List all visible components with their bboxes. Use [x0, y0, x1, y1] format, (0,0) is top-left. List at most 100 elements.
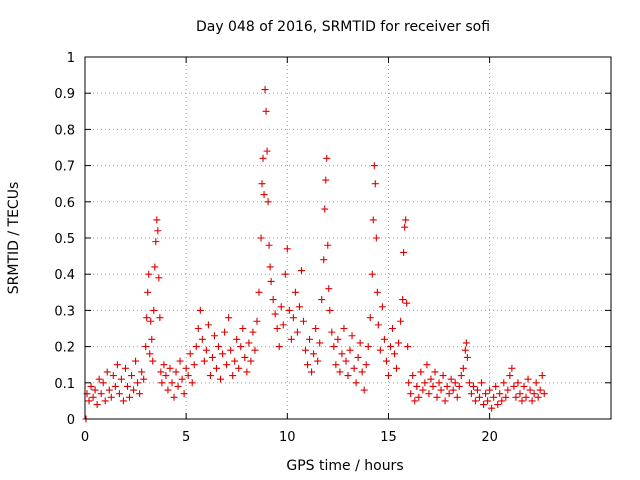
data-point [417, 368, 425, 376]
data-point [346, 346, 354, 354]
data-point [510, 382, 518, 390]
data-point [208, 353, 216, 361]
data-point [389, 325, 397, 332]
data-point [322, 176, 330, 184]
data-point [202, 346, 210, 354]
data-point [415, 393, 423, 401]
data-point [540, 390, 548, 398]
data-point [512, 393, 520, 401]
data-point [492, 382, 500, 390]
data-point [168, 379, 176, 387]
data-point [237, 343, 245, 351]
data-point [271, 310, 279, 318]
data-point [318, 296, 326, 304]
data-point [287, 335, 295, 343]
data-point [182, 364, 190, 372]
data-point [323, 154, 331, 162]
data-point [423, 361, 431, 369]
data-point [263, 147, 271, 155]
data-point [121, 364, 129, 372]
data-point [358, 368, 366, 376]
data-point [425, 390, 433, 398]
data-point [247, 357, 255, 365]
data-point [518, 397, 526, 405]
data-point [107, 393, 115, 401]
data-point [155, 274, 163, 282]
data-point [314, 357, 322, 365]
data-point [465, 379, 473, 387]
data-point [150, 306, 158, 314]
data-point [143, 314, 151, 322]
data-point [429, 382, 437, 390]
data-point [146, 350, 154, 358]
data-point [113, 361, 121, 369]
data-point [334, 335, 342, 343]
data-point [370, 162, 378, 170]
data-point [391, 350, 399, 358]
data-point [439, 372, 447, 380]
data-point [279, 321, 287, 329]
data-point [89, 393, 97, 401]
data-point [85, 397, 93, 405]
data-point [433, 393, 441, 401]
data-point [132, 357, 140, 365]
y-axis-label: SRMTID / TECUs [6, 182, 22, 295]
data-point [321, 205, 329, 213]
y-tick-label: 0.2 [54, 341, 75, 356]
data-point [325, 285, 333, 293]
data-points [82, 86, 548, 423]
x-tick-label: 10 [279, 430, 296, 445]
data-point [316, 339, 324, 347]
data-point [245, 339, 253, 347]
data-point [188, 379, 196, 387]
data-point [473, 386, 481, 394]
data-point [233, 335, 241, 343]
data-point [176, 357, 184, 365]
data-point [162, 372, 170, 380]
y-tick-label: 0.4 [54, 268, 75, 283]
data-point [462, 339, 470, 347]
data-point [443, 382, 451, 390]
data-point [151, 263, 159, 271]
data-point [369, 216, 377, 224]
grid-lines [85, 57, 611, 419]
data-point [273, 325, 281, 332]
data-point [269, 296, 277, 304]
data-point [344, 372, 352, 380]
data-point [403, 299, 411, 307]
data-point [457, 372, 465, 380]
data-point [206, 372, 214, 380]
data-point [178, 375, 186, 383]
y-tick-label: 0.6 [54, 196, 75, 211]
data-point [488, 404, 496, 412]
data-point [138, 368, 146, 376]
data-point [306, 335, 314, 343]
data-point [431, 368, 439, 376]
data-point [101, 397, 109, 405]
data-point [506, 372, 514, 380]
data-point [435, 379, 443, 387]
data-point [338, 350, 346, 358]
data-point [490, 393, 498, 401]
data-point [281, 270, 289, 278]
data-point [149, 357, 157, 365]
data-point [402, 216, 410, 224]
data-point [227, 346, 235, 354]
data-point [374, 321, 382, 329]
data-point [158, 379, 166, 387]
data-point [364, 343, 372, 351]
data-point [340, 325, 348, 332]
data-point [453, 393, 461, 401]
data-point [253, 317, 261, 325]
data-point [400, 248, 408, 256]
data-point [304, 361, 312, 369]
data-point [413, 382, 421, 390]
data-point [95, 375, 103, 383]
y-tick-label: 1 [67, 51, 75, 66]
x-tick-label: 20 [481, 430, 498, 445]
data-point [198, 335, 206, 343]
data-point [356, 339, 364, 347]
data-point [320, 256, 328, 264]
data-point [91, 386, 99, 394]
